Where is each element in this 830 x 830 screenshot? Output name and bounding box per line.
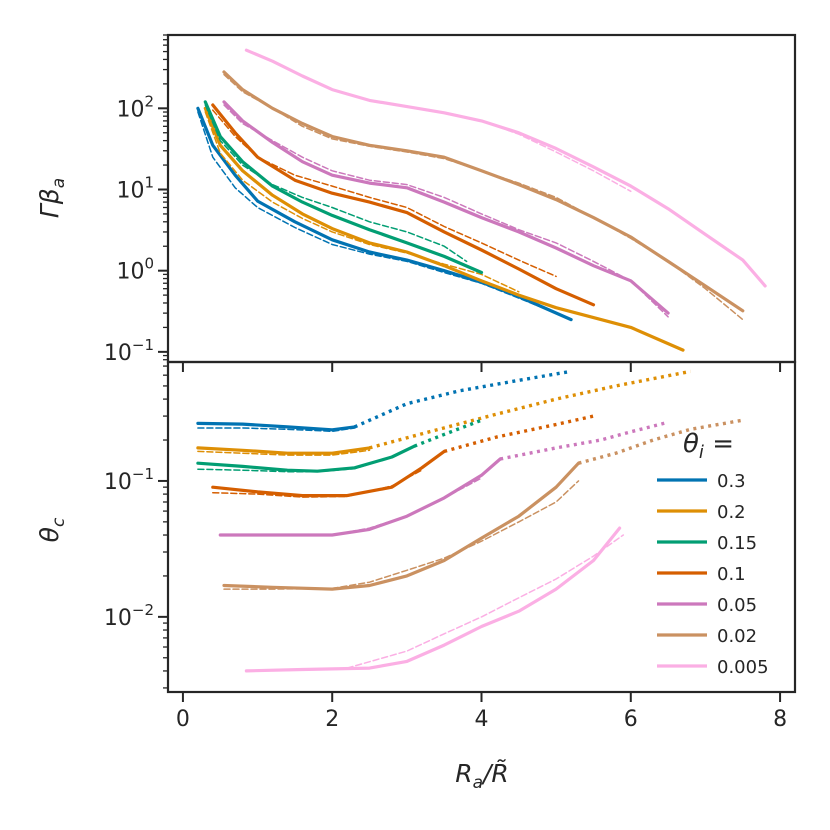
bottom-series-0.02-solid: [222, 461, 581, 591]
legend-label-0.02: 0.02: [717, 626, 757, 647]
top-series-0.2-dashed: [204, 111, 520, 293]
plot-area: 102 101 100 10−1 10−1 10−2 0 2 4 6 8: [104, 33, 797, 732]
bottom-series-0.05-solid: [218, 457, 502, 537]
bottom-ylabel: θc: [35, 517, 69, 542]
top-series-0.15-solid: [203, 100, 484, 275]
x-tick-label: 2: [325, 707, 339, 732]
top-series-0.1-solid: [211, 103, 596, 307]
top-ytick-label: 102: [116, 92, 154, 122]
top-series-0.02-solid: [222, 70, 745, 313]
x-tick-label: 8: [773, 707, 787, 732]
top-panel: 102 101 100 10−1: [104, 33, 797, 372]
top-ytick-label: 101: [116, 173, 154, 203]
bottom-series-0.005-dashed: [346, 534, 625, 669]
bottom-panel: 10−1 10−2 0 2 4 6 8: [104, 360, 797, 732]
x-tick-label: 0: [176, 707, 190, 732]
bottom-series-0.005-solid: [244, 526, 622, 673]
legend-label-0.15: 0.15: [717, 533, 757, 554]
legend-label-0.05: 0.05: [717, 595, 757, 616]
bottom-series-0.2-dashed: [197, 449, 371, 456]
legend-label-0.2: 0.2: [717, 502, 746, 523]
legend: θi = 0.3 0.2 0.15 0.1 0.05 0.02 0.005: [657, 429, 769, 678]
top-series-0.005-solid: [244, 48, 767, 288]
bottom-series-0.15-solid: [196, 444, 416, 473]
legend-label-0.3: 0.3: [717, 471, 746, 492]
bottom-ytick-label: 10−2: [104, 601, 154, 631]
top-ytick-label: 10−1: [104, 336, 154, 366]
x-axis-label: Ra/R̃: [455, 759, 509, 793]
bottom-ytick-label: 10−1: [104, 465, 154, 495]
legend-title: θi =: [683, 429, 734, 463]
legend-label-0.1: 0.1: [717, 564, 746, 585]
bottom-series-0.1-dotted: [443, 414, 594, 454]
bottom-series-0.15-dotted: [413, 418, 483, 448]
top-ytick-label: 100: [116, 255, 154, 285]
bottom-frame: [166, 360, 797, 694]
top-series-0.15-dashed: [204, 104, 468, 263]
bottom-series-0.05-dotted: [499, 420, 669, 461]
bottom-series-0.2-solid: [196, 446, 372, 455]
top-ylabel: Γβa: [35, 178, 69, 218]
top-series-0.05-dashed: [223, 104, 669, 318]
top-series-0.2-solid: [203, 106, 685, 352]
legend-label-0.005: 0.005: [717, 657, 769, 678]
bottom-series-0.3-dashed: [197, 427, 356, 433]
bottom-series-0.1-solid: [211, 449, 446, 498]
bottom-series-0.3-solid: [196, 421, 357, 432]
top-series-0.05-solid: [222, 100, 670, 315]
bottom-series-0.3-dotted: [353, 369, 572, 429]
x-tick-label: 4: [475, 707, 489, 732]
x-tick-label: 6: [624, 707, 638, 732]
